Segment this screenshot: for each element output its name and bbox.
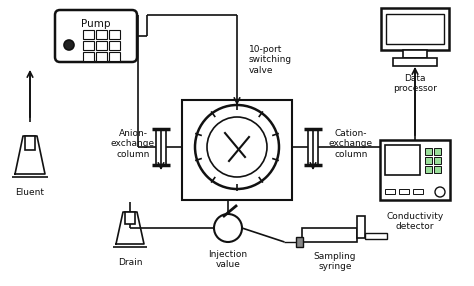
- Bar: [308, 129, 318, 165]
- Polygon shape: [116, 212, 144, 244]
- Bar: [399, 189, 409, 194]
- Text: Sampling
syringe: Sampling syringe: [314, 252, 356, 271]
- Circle shape: [207, 117, 267, 177]
- Bar: [96, 52, 107, 61]
- Bar: [434, 157, 441, 164]
- Bar: [393, 58, 437, 66]
- Bar: [109, 41, 120, 50]
- Bar: [380, 140, 450, 200]
- Bar: [83, 41, 94, 50]
- Bar: [385, 145, 420, 175]
- Polygon shape: [15, 136, 45, 174]
- Bar: [425, 166, 432, 173]
- Bar: [83, 52, 94, 61]
- Text: 10-port
switching
valve: 10-port switching valve: [249, 45, 292, 75]
- Bar: [357, 216, 365, 238]
- Bar: [385, 189, 395, 194]
- Bar: [413, 189, 423, 194]
- Bar: [182, 100, 292, 200]
- Text: Cation-
exchange
column: Cation- exchange column: [329, 129, 373, 159]
- Bar: [83, 30, 94, 39]
- Bar: [425, 157, 432, 164]
- Bar: [434, 148, 441, 155]
- Bar: [302, 228, 357, 242]
- Circle shape: [195, 105, 279, 189]
- Bar: [297, 237, 303, 247]
- Bar: [25, 136, 35, 150]
- Text: Injection
value: Injection value: [209, 250, 247, 269]
- Text: Drain: Drain: [118, 258, 142, 267]
- Text: Pump: Pump: [81, 19, 111, 29]
- Text: Data
processor: Data processor: [393, 74, 437, 94]
- Bar: [125, 212, 135, 224]
- Bar: [109, 52, 120, 61]
- Bar: [403, 50, 427, 58]
- Bar: [96, 41, 107, 50]
- Text: Anion-
exchange
column: Anion- exchange column: [111, 129, 155, 159]
- FancyBboxPatch shape: [55, 10, 137, 62]
- Bar: [381, 8, 449, 50]
- Bar: [109, 30, 120, 39]
- Bar: [386, 14, 444, 44]
- Bar: [96, 30, 107, 39]
- Bar: [434, 166, 441, 173]
- Circle shape: [214, 214, 242, 242]
- Bar: [365, 233, 388, 239]
- Bar: [425, 148, 432, 155]
- Text: Eluent: Eluent: [16, 188, 45, 197]
- Text: Conductivity
detector: Conductivity detector: [386, 212, 444, 231]
- Circle shape: [64, 40, 74, 50]
- Bar: [156, 129, 166, 165]
- Circle shape: [435, 187, 445, 197]
